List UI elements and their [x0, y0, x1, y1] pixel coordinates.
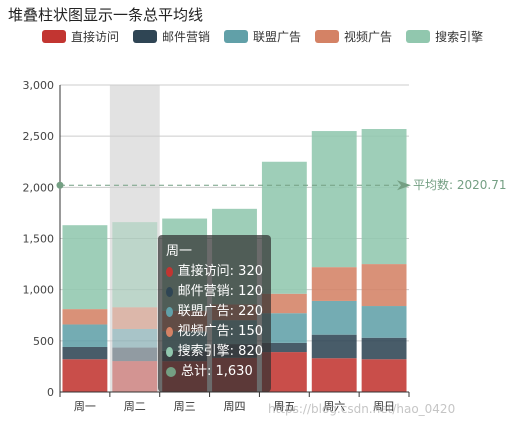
bar-segment: [361, 129, 407, 265]
bar-segment: [112, 361, 158, 392]
bar-segment: [112, 347, 158, 362]
tooltip-row-text: 总计: 1,630: [181, 364, 253, 379]
tooltip-row: 联盟广告: 220: [166, 302, 263, 322]
x-tick-label: 周三: [174, 400, 196, 413]
legend-item-search[interactable]: 搜索引擎: [406, 28, 483, 45]
bar-segment: [112, 307, 158, 329]
tooltip-dot: [166, 327, 173, 337]
tooltip-row: 直接访问: 320: [166, 262, 263, 282]
y-tick-label: 3,000: [23, 79, 55, 92]
bar-segment: [62, 309, 108, 325]
tooltip-dot: [166, 267, 173, 277]
bar-segment: [311, 131, 357, 268]
bar-segment: [311, 267, 357, 301]
legend-label: 视频广告: [344, 30, 393, 44]
bar-segment: [62, 324, 108, 347]
legend-label: 直接访问: [71, 30, 120, 44]
average-line-start-dot: [56, 181, 64, 189]
tooltip-dot: [166, 367, 176, 377]
bar-segment: [112, 222, 158, 308]
legend-swatch: [315, 30, 340, 43]
tooltip-row: 邮件营销: 120: [166, 282, 263, 302]
legend-swatch: [133, 30, 158, 43]
y-tick-label: 2,000: [23, 181, 55, 194]
tooltip-dot: [166, 287, 173, 297]
bar-segment: [311, 358, 357, 392]
bar-segment: [311, 334, 357, 359]
x-tick-label: 周六: [323, 400, 345, 413]
x-tick-label: 周五: [273, 400, 295, 413]
tooltip-dot: [166, 307, 173, 317]
bar-segment: [361, 306, 407, 338]
x-tick-label: 周二: [124, 400, 146, 413]
tooltip: 周一 直接访问: 320 邮件营销: 120 联盟广告: 220 视频广告: 1…: [158, 235, 271, 392]
tooltip-row: 搜索引擎: 820: [166, 342, 263, 362]
bar-segment: [62, 225, 108, 310]
y-tick-label: 2,500: [23, 130, 55, 143]
tooltip-row: 总计: 1,630: [166, 362, 263, 382]
legend-item-video[interactable]: 视频广告: [315, 28, 392, 45]
legend-swatch: [42, 30, 66, 43]
y-tick-label: 1,500: [23, 233, 55, 246]
tooltip-row-text: 直接访问: 320: [177, 264, 263, 279]
y-tick-label: 1,000: [23, 284, 55, 297]
legend-item-email[interactable]: 邮件营销: [133, 28, 210, 45]
tooltip-row-text: 联盟广告: 220: [177, 304, 263, 319]
bar-segment: [361, 337, 407, 360]
watermark: https://blog.csdn.net/hao_0420: [268, 402, 456, 416]
y-tick-label: 0: [47, 386, 54, 399]
legend-label: 搜索引擎: [435, 30, 484, 44]
bar-segment: [311, 300, 357, 335]
tooltip-row: 视频广告: 150: [166, 322, 263, 342]
average-line-arrow: [397, 180, 411, 191]
x-tick-label: 周一: [74, 400, 96, 413]
legend: 直接访问 邮件营销 联盟广告 视频广告 搜索引擎: [42, 28, 483, 45]
legend-item-direct[interactable]: 直接访问: [42, 28, 119, 45]
bar-segment: [361, 264, 407, 307]
bar-segment: [112, 328, 158, 348]
tooltip-row-text: 视频广告: 150: [177, 324, 263, 339]
bar-segment: [261, 293, 307, 314]
tooltip-row-text: 搜索引擎: 820: [177, 344, 263, 359]
bar-segment: [261, 342, 307, 353]
bar-segment: [361, 359, 407, 392]
legend-item-union[interactable]: 联盟广告: [224, 28, 301, 45]
legend-label: 邮件营销: [162, 30, 211, 44]
x-tick-label: 周日: [373, 400, 395, 413]
bar-segment: [62, 346, 108, 360]
legend-swatch: [224, 30, 249, 43]
x-tick-label: 周四: [224, 400, 246, 413]
chart-title: 堆叠柱状图显示一条总平均线: [8, 6, 204, 24]
tooltip-dot: [166, 347, 173, 357]
legend-label: 联盟广告: [253, 30, 302, 44]
y-tick-label: 500: [33, 335, 54, 348]
tooltip-row-text: 邮件营销: 120: [177, 284, 263, 299]
tooltip-header: 周一: [166, 244, 193, 259]
legend-swatch: [406, 30, 431, 43]
average-line-label: 平均数: 2020.71: [413, 177, 506, 192]
bar-segment: [62, 359, 108, 392]
